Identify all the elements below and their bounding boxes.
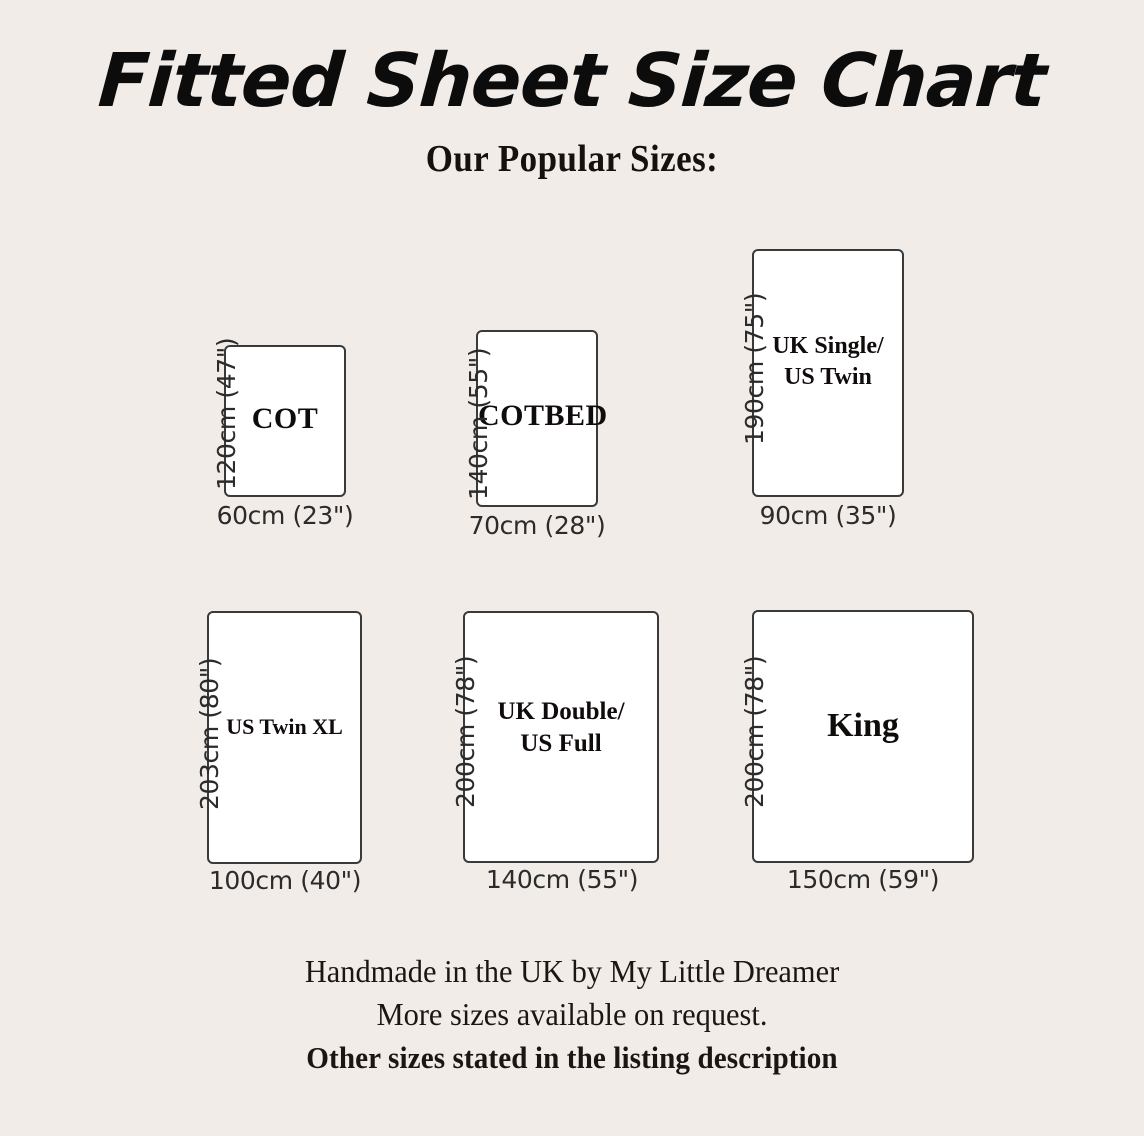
size-box-king: King [752,610,974,863]
size-box-label-king: King [754,704,972,748]
size-height-label-king: 200cm (78") [740,655,769,808]
size-box-label-uk-double-us-full: UK Double/ US Full [465,696,657,760]
page-title: Fitted Sheet Size Chart [95,38,1049,124]
size-height-label-us-twin-xl: 203cm (80") [195,657,224,810]
size-width-label-uk-single-us-twin: 90cm (35") [759,501,897,530]
size-width-label-us-twin-xl: 100cm (40") [208,866,362,895]
size-width-label-king: 150cm (59") [786,865,940,894]
size-box-label-line: UK Single/ [772,333,884,359]
size-box-label-line: US Full [520,730,602,757]
size-box-cot: COT [224,345,346,497]
footer-line-more-sizes: More sizes available on request. [376,996,768,1032]
size-box-label-line: US Twin XL [226,714,343,739]
size-box-label-line: King [827,707,899,744]
size-height-label-cotbed: 140cm (55") [464,347,493,500]
size-width-label-cot: 60cm (23") [216,501,354,530]
size-box-label-uk-single-us-twin: UK Single/ US Twin [754,331,902,392]
size-width-label-uk-double-us-full: 140cm (55") [485,865,639,894]
page-subtitle: Our Popular Sizes: [425,138,719,180]
size-box-uk-single-us-twin: UK Single/ US Twin [752,249,904,497]
size-height-label-uk-double-us-full: 200cm (78") [451,655,480,808]
footer-line-other-sizes: Other sizes stated in the listing descri… [306,1040,838,1075]
size-box-cotbed: COTBED [476,330,608,507]
size-box-label-us-twin-xl: US Twin XL [209,713,360,741]
size-box-uk-double-us-full: UK Double/ US Full [463,611,659,863]
size-box-label-cot: COT [226,400,344,438]
size-box-label-line: COTBED [478,399,608,432]
size-height-label-cot: 120cm (47") [212,337,241,490]
footer-line-handmade: Handmade in the UK by My Little Dreamer [304,953,840,989]
footer: Handmade in the UK by My Little Dreamer … [0,950,1144,1079]
size-box-label-line: UK Double/ [497,698,625,725]
size-width-label-cotbed: 70cm (28") [468,511,606,540]
size-box-us-twin-xl: US Twin XL [207,611,362,864]
size-height-label-uk-single-us-twin: 190cm (75") [740,292,769,445]
size-box-label-cotbed: COTBED [478,397,608,435]
size-box-label-line: COT [251,402,319,435]
size-box-label-line: US Twin [784,363,872,390]
